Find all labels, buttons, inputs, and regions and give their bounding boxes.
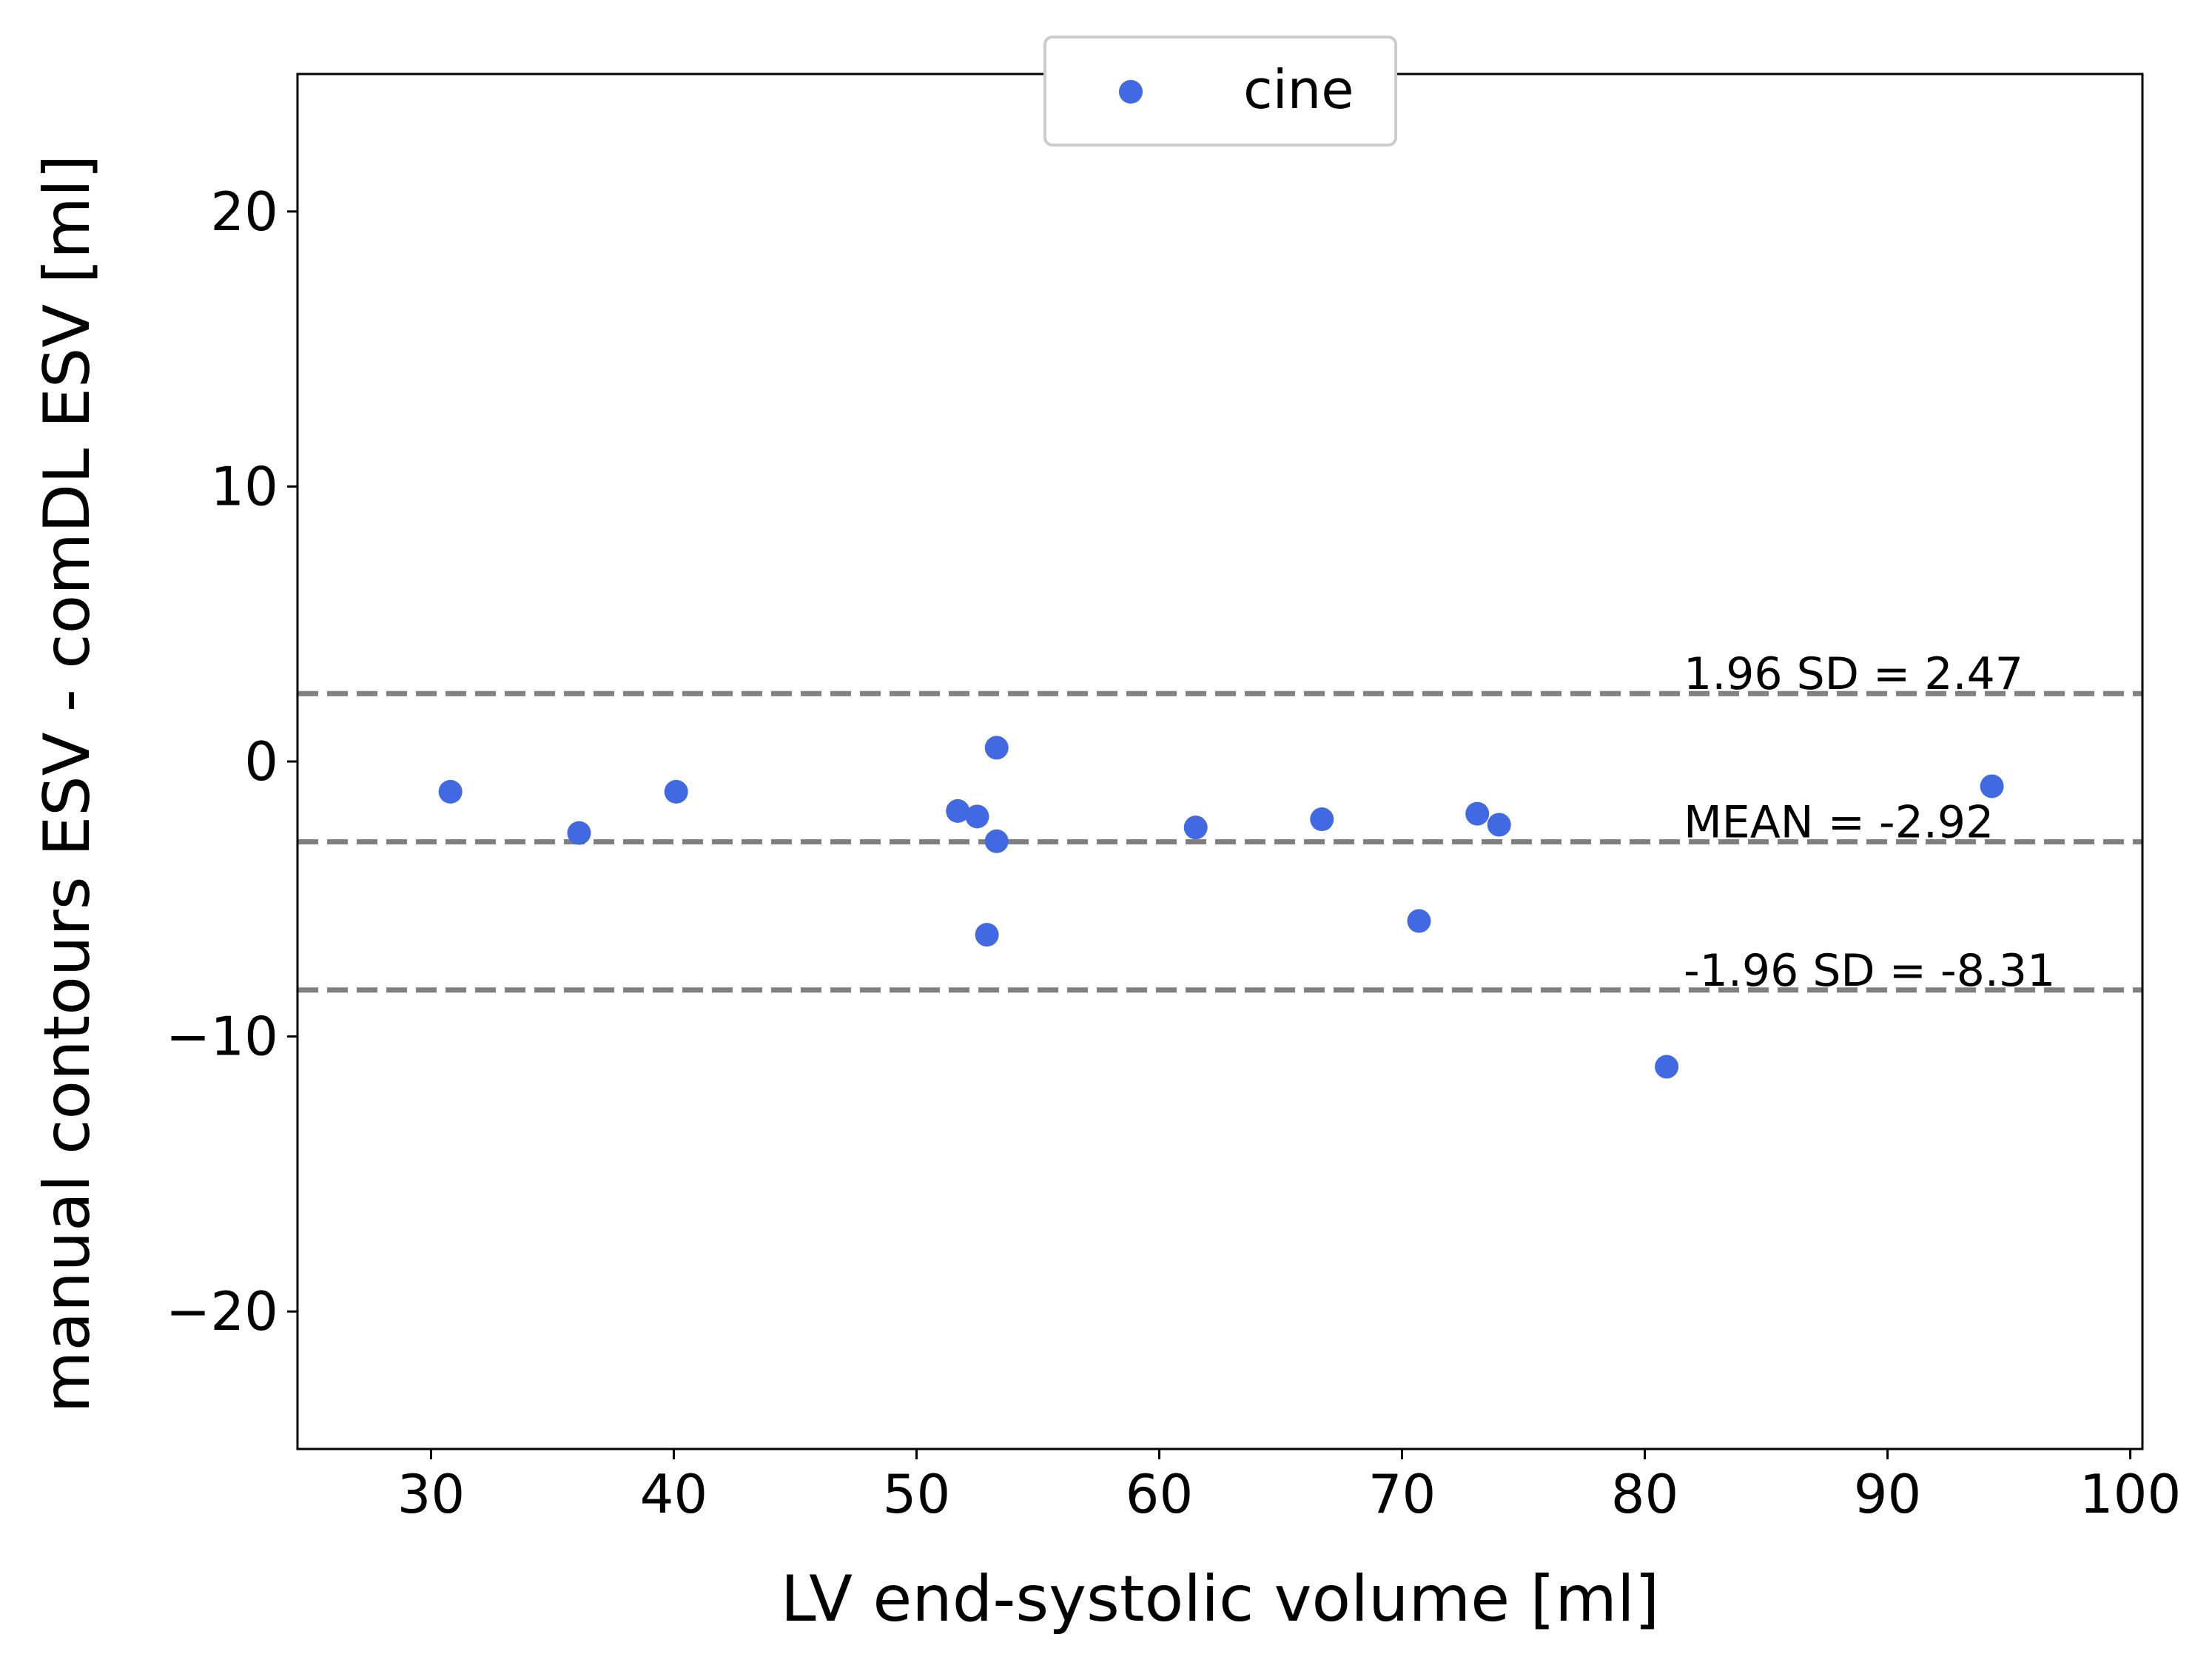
reference-lines bbox=[297, 690, 2142, 993]
y-tick-label: 0 bbox=[244, 730, 278, 793]
x-axis-ticks: 30 40 50 60 70 80 90 100 bbox=[397, 1449, 2181, 1525]
y-axis-title: manual contours ESV - comDL ESV [ml] bbox=[30, 155, 104, 1413]
reference-line-label: 1.96 SD = 2.47 bbox=[1684, 648, 2023, 700]
x-tick-label: 30 bbox=[397, 1463, 465, 1525]
data-point bbox=[1655, 1055, 1679, 1079]
data-point bbox=[567, 821, 591, 845]
reference-line-label: -1.96 SD = -8.31 bbox=[1684, 945, 2055, 997]
x-tick-label: 100 bbox=[2080, 1463, 2181, 1525]
data-point bbox=[1487, 813, 1511, 837]
data-point bbox=[946, 798, 970, 823]
data-point bbox=[1407, 909, 1431, 933]
data-point bbox=[984, 736, 1009, 760]
x-tick-label: 70 bbox=[1368, 1463, 1436, 1525]
y-tick-label: −10 bbox=[166, 1006, 278, 1068]
scatter-points bbox=[438, 736, 2004, 1079]
y-tick-label: 20 bbox=[210, 181, 278, 243]
x-tick-label: 90 bbox=[1854, 1463, 1922, 1525]
reference-line-label: MEAN = -2.92 bbox=[1684, 797, 1994, 849]
x-tick-label: 80 bbox=[1611, 1463, 1679, 1525]
data-point bbox=[1183, 816, 1208, 840]
data-point bbox=[1980, 774, 2004, 798]
legend-box bbox=[1043, 36, 1397, 147]
x-tick-label: 60 bbox=[1126, 1463, 1194, 1525]
legend-marker bbox=[1119, 80, 1143, 104]
y-tick-label: −20 bbox=[166, 1280, 278, 1342]
data-point bbox=[438, 779, 463, 804]
x-tick-label: 50 bbox=[883, 1463, 951, 1525]
data-point bbox=[975, 923, 999, 947]
reference-labels: 1.96 SD = 2.47 MEAN = -2.92 -1.96 SD = -8.… bbox=[1684, 648, 2055, 997]
data-point bbox=[1310, 807, 1334, 832]
y-tick-label: 10 bbox=[210, 455, 278, 517]
data-point bbox=[664, 779, 688, 804]
data-point bbox=[1465, 801, 1490, 826]
data-point bbox=[965, 804, 989, 829]
x-tick-label: 40 bbox=[640, 1463, 708, 1525]
legend-label: cine bbox=[1243, 58, 1354, 121]
legend: cine bbox=[1043, 36, 1397, 147]
y-axis-ticks: 20 10 0 −10 −20 bbox=[166, 181, 297, 1342]
data-point bbox=[984, 829, 1009, 853]
x-axis-title: LV end-systolic volume [ml] bbox=[781, 1562, 1660, 1636]
